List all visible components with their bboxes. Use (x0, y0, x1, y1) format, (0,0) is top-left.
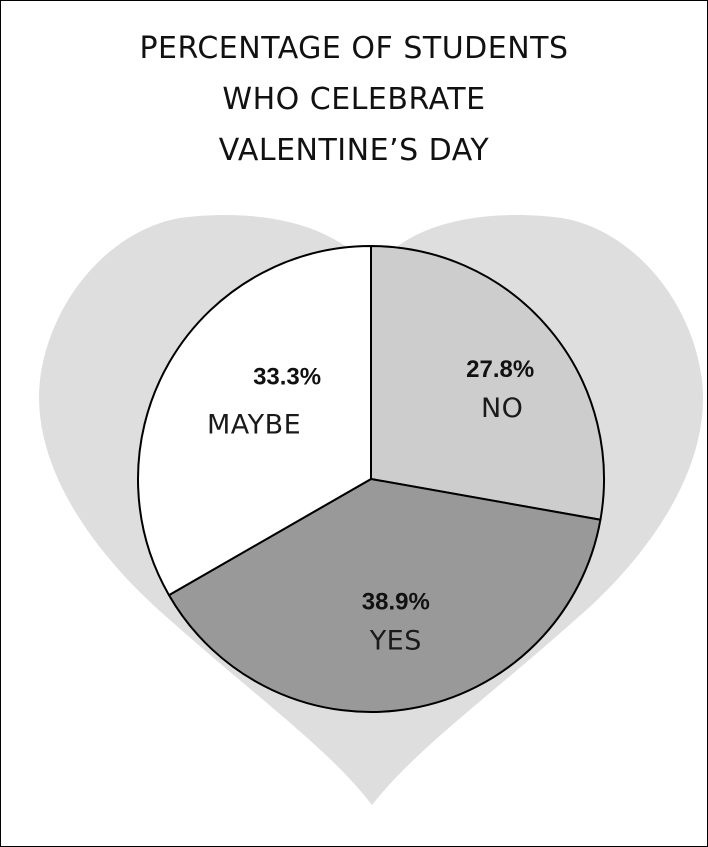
chart-title-line-2: WHO CELEBRATE (222, 82, 486, 117)
chart-title-line-1: PERCENTAGE OF STUDENTS (139, 31, 569, 66)
slice-category-label-maybe: MAYBE (207, 410, 301, 441)
pie-slice-maybe (137, 245, 372, 597)
slice-value-label-no: 27.8% (466, 356, 534, 383)
slice-value-label-maybe: 33.3% (253, 364, 321, 391)
slice-category-label-no: NO (481, 393, 523, 424)
pie-labels: 27.8% NO 38.9% YES 33.3% MAYBE (207, 356, 534, 656)
chart-title: PERCENTAGE OF STUDENTS WHO CELEBRATE VAL… (1, 23, 707, 176)
slice-category-label-yes: YES (369, 625, 422, 656)
chart-title-line-3: VALENTINE’S DAY (218, 133, 490, 168)
pie-slice-no (370, 245, 605, 521)
slice-value-label-yes: 38.9% (362, 588, 430, 615)
pie-slice-yes (167, 478, 602, 713)
pie-slices (137, 245, 605, 713)
